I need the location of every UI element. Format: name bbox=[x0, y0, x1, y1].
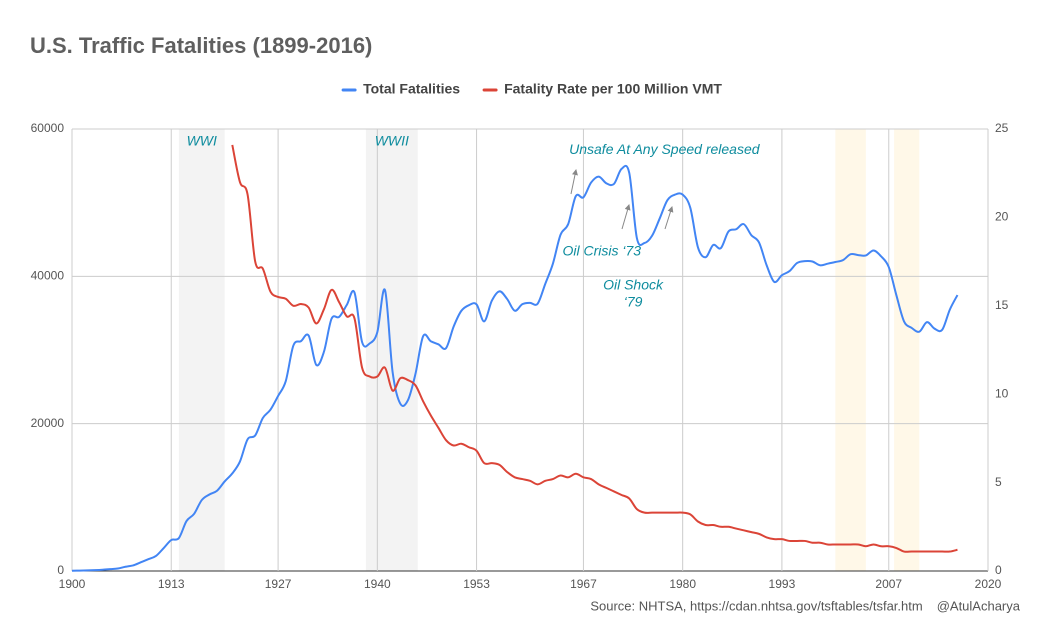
y2-tick-label: 5 bbox=[995, 475, 1002, 489]
x-tick-label: 2007 bbox=[875, 577, 902, 591]
x-tick-label: 1967 bbox=[570, 577, 597, 591]
annotation: Unsafe At Any Speed released bbox=[569, 141, 761, 157]
annotation: Oil Shock bbox=[603, 277, 664, 293]
y2-tick-label: 20 bbox=[995, 210, 1009, 224]
legend-label: Total Fatalities bbox=[363, 81, 460, 97]
y2-tick-label: 0 bbox=[995, 563, 1002, 577]
y-tick-label: 60000 bbox=[31, 121, 65, 135]
x-tick-label: 1980 bbox=[669, 577, 696, 591]
x-tick-label: 1953 bbox=[463, 577, 490, 591]
arrow bbox=[570, 169, 578, 195]
x-tick-label: 1993 bbox=[769, 577, 796, 591]
x-tick-label: 1900 bbox=[59, 577, 86, 591]
y-tick-label: 20000 bbox=[31, 416, 65, 430]
y2-tick-label: 15 bbox=[995, 298, 1009, 312]
background-layer bbox=[71, 128, 989, 572]
x-tick-label: 1940 bbox=[364, 577, 391, 591]
shaded-period bbox=[178, 129, 225, 571]
period-label: WWII bbox=[375, 133, 409, 149]
legend: Total Fatalities Fatality Rate per 100 Mi… bbox=[341, 81, 722, 97]
x-tick-label: 2020 bbox=[975, 577, 1002, 591]
y2-tick-label: 25 bbox=[995, 121, 1009, 135]
credit: @AtulAcharya bbox=[937, 598, 1021, 613]
y2-tick-label: 10 bbox=[995, 386, 1009, 400]
shaded-period bbox=[894, 129, 920, 571]
legend-label: Fatality Rate per 100 Million VMT bbox=[504, 81, 722, 97]
series-line bbox=[71, 164, 959, 572]
x-tick-label: 1927 bbox=[265, 577, 292, 591]
annotation: ‘79 bbox=[624, 294, 643, 310]
y-tick-label: 0 bbox=[57, 563, 64, 577]
shaded-period bbox=[365, 129, 418, 571]
arrow bbox=[621, 204, 631, 230]
source: Source: NHTSA, https://cdan.nhtsa.gov/ts… bbox=[590, 598, 922, 613]
y-tick-label: 40000 bbox=[31, 269, 65, 283]
chart-title: U.S. Traffic Fatalities (1899-2016) bbox=[30, 33, 372, 58]
annotation: Oil Crisis ‘73 bbox=[562, 243, 641, 259]
period-label: WWI bbox=[187, 133, 217, 149]
arrow bbox=[664, 206, 674, 230]
series-line bbox=[231, 144, 958, 553]
shaded-period bbox=[835, 129, 866, 571]
x-tick-label: 1913 bbox=[158, 577, 185, 591]
